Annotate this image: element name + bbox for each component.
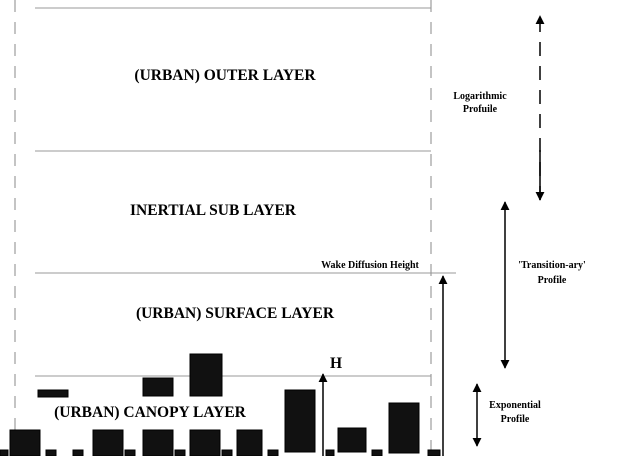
wake-label: Wake Diffusion Height — [321, 260, 419, 271]
layer-label: INERTIAL SUB LAYER — [130, 202, 297, 219]
layer-label: (URBAN) OUTER LAYER — [134, 67, 316, 84]
building — [337, 427, 367, 453]
profile-label: 'Transition-ary' — [518, 260, 586, 271]
building — [388, 402, 420, 454]
building — [0, 449, 9, 456]
profile-label: Profile — [501, 414, 530, 425]
building — [427, 449, 441, 456]
building — [284, 389, 316, 453]
building — [371, 449, 383, 456]
building — [92, 429, 124, 456]
profile-label: Logarithmic — [453, 91, 507, 102]
building — [45, 449, 57, 456]
building — [174, 449, 186, 456]
label-backdrop — [25, 401, 275, 421]
layer-label: (URBAN) CANOPY LAYER — [54, 404, 247, 421]
layer-label: (URBAN) SURFACE LAYER — [136, 305, 335, 322]
building — [142, 429, 174, 456]
building — [189, 429, 221, 456]
building — [37, 389, 69, 398]
h-label: H — [330, 355, 342, 372]
building — [221, 449, 233, 456]
building — [9, 429, 41, 456]
building — [124, 449, 136, 456]
layer-boundaries — [14, 0, 456, 456]
arrows — [318, 15, 545, 456]
building — [189, 353, 223, 397]
profile-label: Profile — [538, 275, 567, 286]
building — [325, 449, 335, 456]
building — [267, 449, 279, 456]
building — [142, 377, 174, 397]
building — [236, 429, 263, 456]
profile-label: Exponential — [489, 400, 541, 411]
profile-label: Profuile — [463, 104, 498, 115]
building — [72, 449, 84, 456]
buildings — [0, 353, 441, 456]
